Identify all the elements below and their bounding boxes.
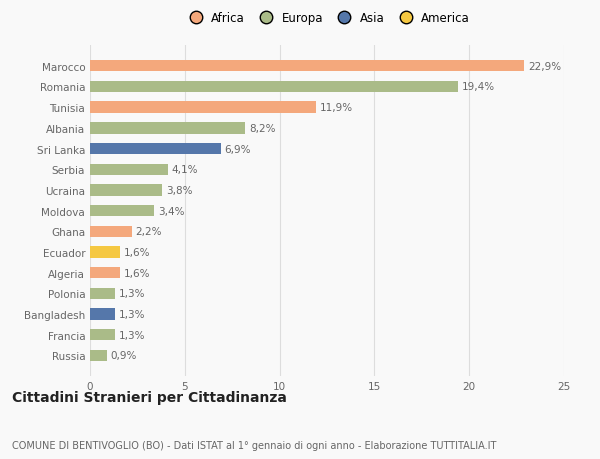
Text: 1,6%: 1,6% bbox=[124, 268, 151, 278]
Bar bbox=[90, 144, 221, 155]
Text: 3,8%: 3,8% bbox=[166, 185, 193, 196]
Bar bbox=[90, 350, 107, 361]
Text: 1,3%: 1,3% bbox=[118, 330, 145, 340]
Text: 1,3%: 1,3% bbox=[118, 289, 145, 299]
Text: 6,9%: 6,9% bbox=[224, 144, 251, 154]
Bar bbox=[90, 226, 132, 237]
Text: 19,4%: 19,4% bbox=[461, 82, 495, 92]
Bar bbox=[90, 61, 524, 72]
Bar bbox=[90, 123, 245, 134]
Bar bbox=[90, 82, 458, 93]
Text: 22,9%: 22,9% bbox=[528, 62, 561, 72]
Bar bbox=[90, 330, 115, 341]
Bar bbox=[90, 309, 115, 320]
Text: COMUNE DI BENTIVOGLIO (BO) - Dati ISTAT al 1° gennaio di ogni anno - Elaborazion: COMUNE DI BENTIVOGLIO (BO) - Dati ISTAT … bbox=[12, 440, 496, 450]
Text: 0,9%: 0,9% bbox=[111, 351, 137, 361]
Legend: Africa, Europa, Asia, America: Africa, Europa, Asia, America bbox=[184, 12, 470, 25]
Bar bbox=[90, 288, 115, 299]
Bar bbox=[90, 185, 162, 196]
Bar bbox=[90, 247, 121, 258]
Text: 1,6%: 1,6% bbox=[124, 247, 151, 257]
Bar bbox=[90, 206, 154, 217]
Text: 4,1%: 4,1% bbox=[172, 165, 198, 175]
Text: 11,9%: 11,9% bbox=[319, 103, 353, 113]
Text: 8,2%: 8,2% bbox=[249, 123, 276, 134]
Text: 1,3%: 1,3% bbox=[118, 309, 145, 319]
Text: 2,2%: 2,2% bbox=[136, 227, 162, 237]
Bar bbox=[90, 164, 168, 175]
Bar bbox=[90, 102, 316, 113]
Text: 3,4%: 3,4% bbox=[158, 206, 185, 216]
Bar bbox=[90, 268, 121, 279]
Text: Cittadini Stranieri per Cittadinanza: Cittadini Stranieri per Cittadinanza bbox=[12, 390, 287, 404]
